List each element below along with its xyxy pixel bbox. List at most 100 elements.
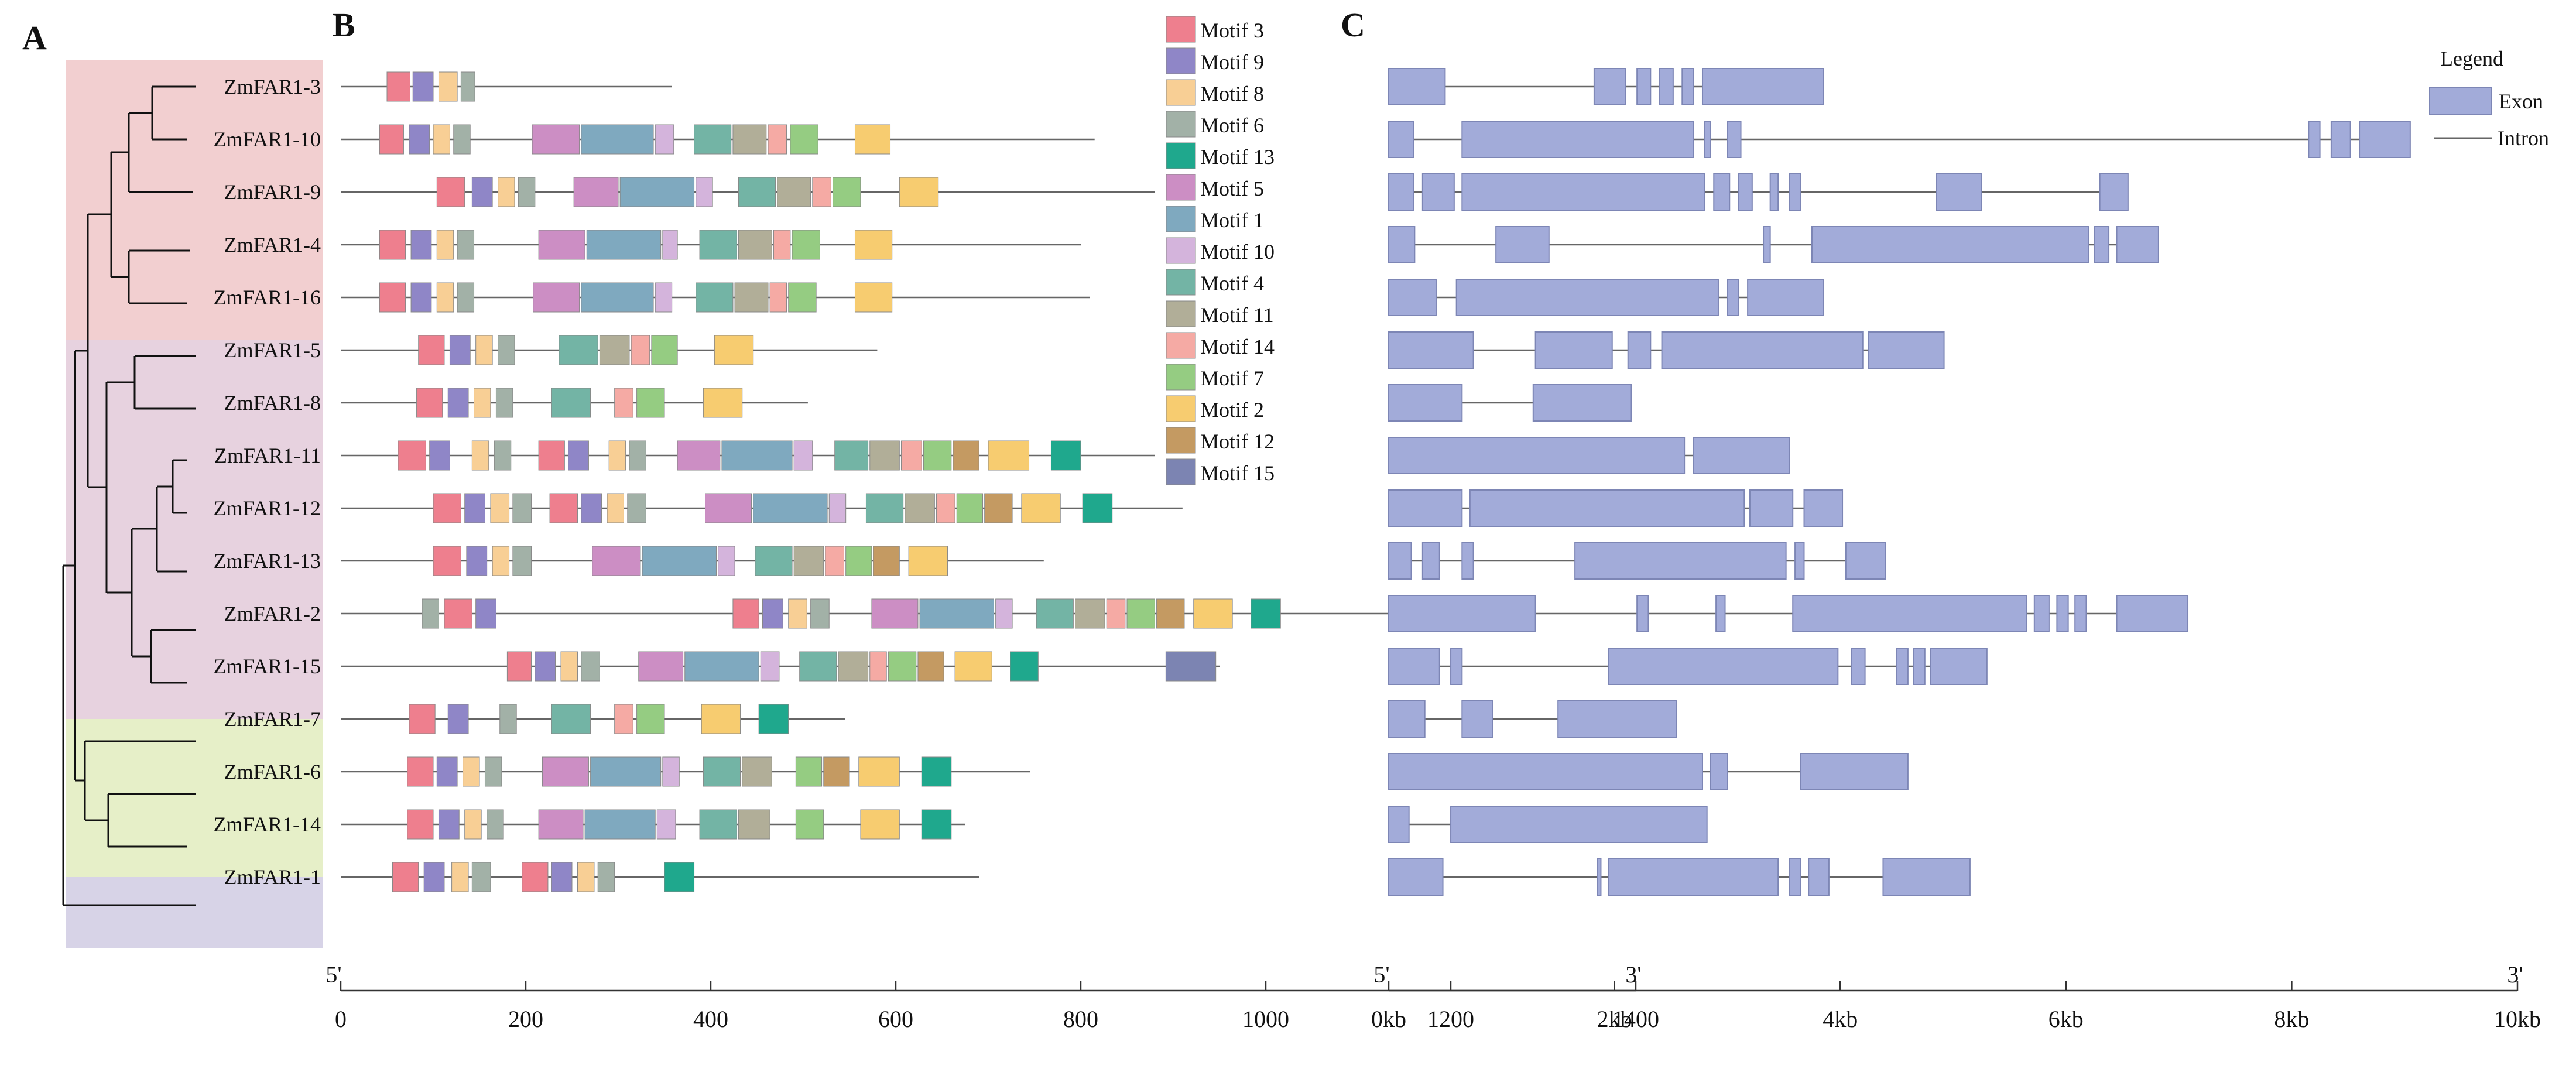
motif-1-box (581, 282, 654, 313)
motif-legend-swatch (1166, 16, 1196, 43)
motif-row (341, 388, 808, 418)
gene-label: ZmFAR1-5 (224, 338, 321, 362)
motif-2-box (1193, 598, 1233, 629)
motif-9-box (410, 282, 432, 313)
legend-intron-label: Intron (2498, 126, 2549, 150)
motif-9-box (449, 335, 471, 365)
exon-box (1421, 173, 1455, 211)
exon-box (1388, 858, 1444, 896)
axis-tick-label: 1200 (1427, 1006, 1474, 1032)
gene-structure-row (1388, 279, 1824, 316)
exon-box (1913, 648, 1926, 685)
motif-7-box (795, 809, 824, 840)
exon-box (1845, 542, 1886, 580)
motif-8-box (471, 440, 489, 471)
motif-14-box (614, 704, 633, 734)
motif-8-box (492, 546, 510, 576)
motif-14-box (769, 282, 787, 313)
motif-7-box (956, 493, 984, 523)
gene-structure-row (1388, 806, 1708, 843)
exon-box (1715, 595, 1726, 632)
motif-3-box (506, 651, 532, 682)
motif-3-box (379, 124, 404, 155)
motif-row (341, 124, 1095, 155)
motif-6-box (457, 230, 475, 260)
gene-label: ZmFAR1-8 (224, 391, 321, 415)
motif-9-box (429, 440, 450, 471)
motif-legend-label: Motif 6 (1200, 114, 1264, 137)
gene-label: ZmFAR1-11 (214, 444, 321, 467)
motif-3-box (379, 282, 406, 313)
motif-legend-swatch (1166, 237, 1196, 264)
gene-label: ZmFAR1-6 (224, 760, 321, 783)
exon-box (2308, 121, 2321, 158)
motif-row (341, 546, 1044, 576)
axis-tick-label: 0kb (1371, 1006, 1406, 1032)
motif-6-box (471, 862, 491, 892)
motif-legend-label: Motif 2 (1200, 398, 1264, 422)
exon-box (2116, 595, 2189, 632)
exon-box (1681, 68, 1694, 105)
motif-row (341, 493, 1183, 523)
motif-11-box (738, 809, 770, 840)
motif-6-box (453, 124, 471, 155)
motif-8-box (490, 493, 510, 523)
motif-legend-item: Motif 14 (1166, 332, 1275, 359)
exon-box (1800, 753, 1909, 790)
motif-3-box (522, 862, 549, 892)
motif-6-box (512, 493, 532, 523)
axis-tick-label: 600 (878, 1006, 913, 1032)
motif-5-box (542, 756, 589, 787)
motif-row (341, 809, 965, 840)
clade-backgrounds (66, 60, 323, 948)
motif-11-box (742, 756, 772, 787)
motif-2-box (703, 388, 743, 418)
motif-7-box (888, 651, 917, 682)
motif-6-box (494, 440, 512, 471)
motif-row (341, 704, 845, 734)
motif-legend-label: Motif 7 (1200, 367, 1264, 390)
clade-band-1 (66, 60, 323, 340)
motif-5-box (533, 282, 580, 313)
motif-2-box (860, 809, 900, 840)
exon-box (1769, 173, 1779, 211)
motif-11-box (599, 335, 630, 365)
motif-row (341, 282, 1090, 313)
motif-14-box (1106, 598, 1126, 629)
gene-structure-row (1388, 68, 1824, 105)
motif-1-box (590, 756, 662, 787)
panel-label-a: A (22, 19, 47, 57)
motif-13-box (921, 756, 952, 787)
exon-box (1534, 331, 1613, 369)
motif-legend-item: Motif 7 (1166, 364, 1264, 391)
motif-6-box (484, 756, 502, 787)
motif-legend-swatch (1166, 300, 1196, 327)
motif-legend-item: Motif 2 (1166, 395, 1264, 422)
gene-structure-row (1388, 648, 1988, 685)
motif-3-box (416, 388, 443, 418)
motif-1-box (581, 124, 654, 155)
motif-3-box (392, 862, 419, 892)
motif-13-box (1082, 493, 1113, 523)
motif-10-box (793, 440, 813, 471)
motif-7-box (1126, 598, 1155, 629)
exon-box (2330, 121, 2351, 158)
motif-7-box (636, 388, 665, 418)
motif-8-box (436, 282, 454, 313)
motif-11-box (1075, 598, 1105, 629)
motif-2-box (988, 440, 1030, 471)
motif-12-box (823, 756, 850, 787)
motif-10-box (655, 124, 674, 155)
motif-13-box (1251, 598, 1281, 629)
motif-legend-item: Motif 12 (1166, 427, 1275, 454)
motif-8-box (474, 388, 491, 418)
motif-11-box (777, 177, 811, 207)
motif-legend-swatch (1166, 142, 1196, 169)
exon-box (1557, 700, 1677, 738)
motif-1-box (584, 809, 656, 840)
motif-11-box (738, 230, 772, 260)
motif-7-box (792, 230, 820, 260)
motif-legend-item: Motif 1 (1166, 206, 1264, 232)
axis-tick-label: 400 (693, 1006, 728, 1032)
exon-box (1469, 489, 1745, 527)
